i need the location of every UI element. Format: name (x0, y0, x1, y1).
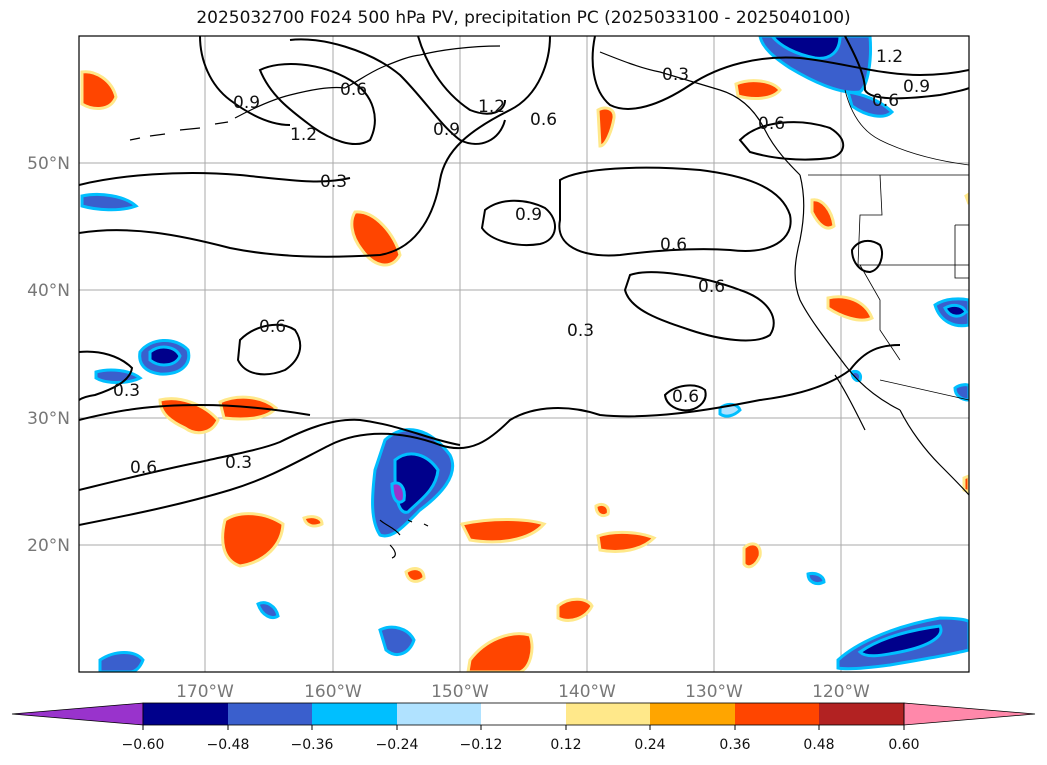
precip-patch (459, 518, 547, 544)
contour-label: 0.9 (903, 77, 930, 97)
precip-patch (964, 192, 969, 205)
colorbar-tick-label: 0.48 (803, 737, 834, 753)
contour-label: 0.3 (320, 172, 347, 192)
precip-patch (770, 36, 842, 60)
precip-patch (80, 70, 118, 110)
precip-negative-patches (80, 36, 969, 672)
precip-patch (350, 210, 402, 267)
colorbar: −0.60 −0.48 −0.36 −0.24 −0.12 0.12 0.24 … (11, 702, 1036, 753)
colorbar-segment (735, 703, 819, 725)
contour-label: 0.3 (225, 453, 252, 473)
colorbar-tick-label: −0.24 (376, 737, 419, 753)
precip-patch (256, 601, 280, 619)
latitude-labels: 50°N 40°N 30°N 20°N (27, 154, 70, 556)
precip-patch (466, 632, 534, 672)
colorbar-tick-label: 0.36 (719, 737, 750, 753)
contour-label: 0.3 (662, 65, 689, 85)
lon-label: 140°W (558, 682, 616, 702)
precip-patch (734, 79, 782, 100)
map-area (79, 36, 969, 672)
precip-patch (404, 567, 426, 583)
contour-label: 0.6 (530, 110, 557, 130)
contour-label: 1.2 (290, 125, 317, 145)
colorbar-tick-label: 0.24 (634, 737, 665, 753)
colorbar-segment (481, 703, 566, 725)
colorbar-extend-high (903, 702, 1036, 726)
lon-label: 120°W (812, 682, 870, 702)
precip-patch (378, 625, 416, 656)
colorbar-tick-label: 0.60 (888, 737, 919, 753)
precip-patch (98, 651, 145, 672)
colorbar-tick-label: −0.48 (207, 737, 250, 753)
pv-contours (79, 36, 969, 526)
contour-labels: 0.3 0.3 0.3 0.3 0.3 0.6 0.6 0.6 0.6 0.6 … (113, 47, 930, 478)
precip-patch (850, 370, 862, 382)
colorbar-segment (819, 703, 904, 725)
lon-label: 130°W (685, 682, 743, 702)
lon-label: 150°W (431, 682, 489, 702)
colorbar-tick-label: −0.12 (460, 737, 503, 753)
precip-patch (953, 383, 969, 402)
contour-label: 0.6 (672, 387, 699, 407)
precip-patch (148, 345, 182, 367)
precip-patch (80, 192, 139, 212)
colorbar-segment (312, 703, 397, 725)
precip-patch (94, 368, 143, 384)
precip-patch (221, 512, 285, 568)
lon-label: 170°W (176, 682, 234, 702)
colorbar-segment (397, 703, 481, 725)
colorbar-segment (143, 703, 228, 725)
precip-patch (845, 90, 895, 118)
contour-label: 0.6 (259, 317, 286, 337)
contour-label: 1.2 (876, 47, 903, 67)
colorbar-frame (142, 702, 905, 726)
precip-patch (158, 397, 220, 435)
precip-patch (943, 303, 968, 318)
contour-label: 0.9 (433, 120, 460, 140)
contour-label: 0.6 (130, 458, 157, 478)
lat-label: 40°N (27, 281, 70, 301)
precip-patch (302, 515, 324, 528)
colorbar-segment (650, 703, 735, 725)
contour-label: 0.3 (113, 381, 140, 401)
precip-patch (962, 474, 969, 494)
precip-patch (742, 542, 762, 569)
lat-label: 50°N (27, 154, 70, 174)
contour-label: 0.9 (515, 205, 542, 225)
contour-label: 0.6 (340, 80, 367, 100)
contour-label: 0.9 (233, 93, 260, 113)
lat-label: 30°N (27, 409, 70, 429)
precip-patch (857, 624, 943, 658)
colorbar-extend-low (11, 702, 144, 726)
precip-patch (390, 481, 406, 504)
precip-patch (596, 530, 657, 553)
longitude-labels: 170°W 160°W 150°W 140°W 130°W 120°W (176, 682, 870, 702)
precip-positive-patches (80, 70, 969, 672)
contour-label: 0.6 (872, 91, 899, 111)
precip-patch (810, 198, 836, 230)
colorbar-tick-label: −0.36 (291, 737, 334, 753)
precip-patch (556, 597, 594, 622)
contour-label: 1.2 (478, 97, 505, 117)
map-frame (78, 35, 970, 673)
precip-patch (806, 572, 826, 586)
contour-label: 0.6 (758, 114, 785, 134)
contour-label: 0.6 (660, 235, 687, 255)
colorbar-tick-label: 0.12 (550, 737, 581, 753)
contour-label: 0.6 (698, 277, 725, 297)
lon-label: 160°W (304, 682, 362, 702)
precip-patch (594, 502, 610, 518)
colorbar-segment (566, 703, 650, 725)
colorbar-segment (228, 703, 312, 725)
precip-patch (826, 295, 874, 322)
colorbar-ticks (142, 725, 905, 730)
precip-patch (596, 106, 616, 148)
contour-label: 0.3 (567, 321, 594, 341)
map-title: 2025032700 F024 500 hPa PV, precipitatio… (196, 8, 851, 28)
lat-label: 20°N (27, 536, 70, 556)
colorbar-tick-label: −0.60 (122, 737, 165, 753)
